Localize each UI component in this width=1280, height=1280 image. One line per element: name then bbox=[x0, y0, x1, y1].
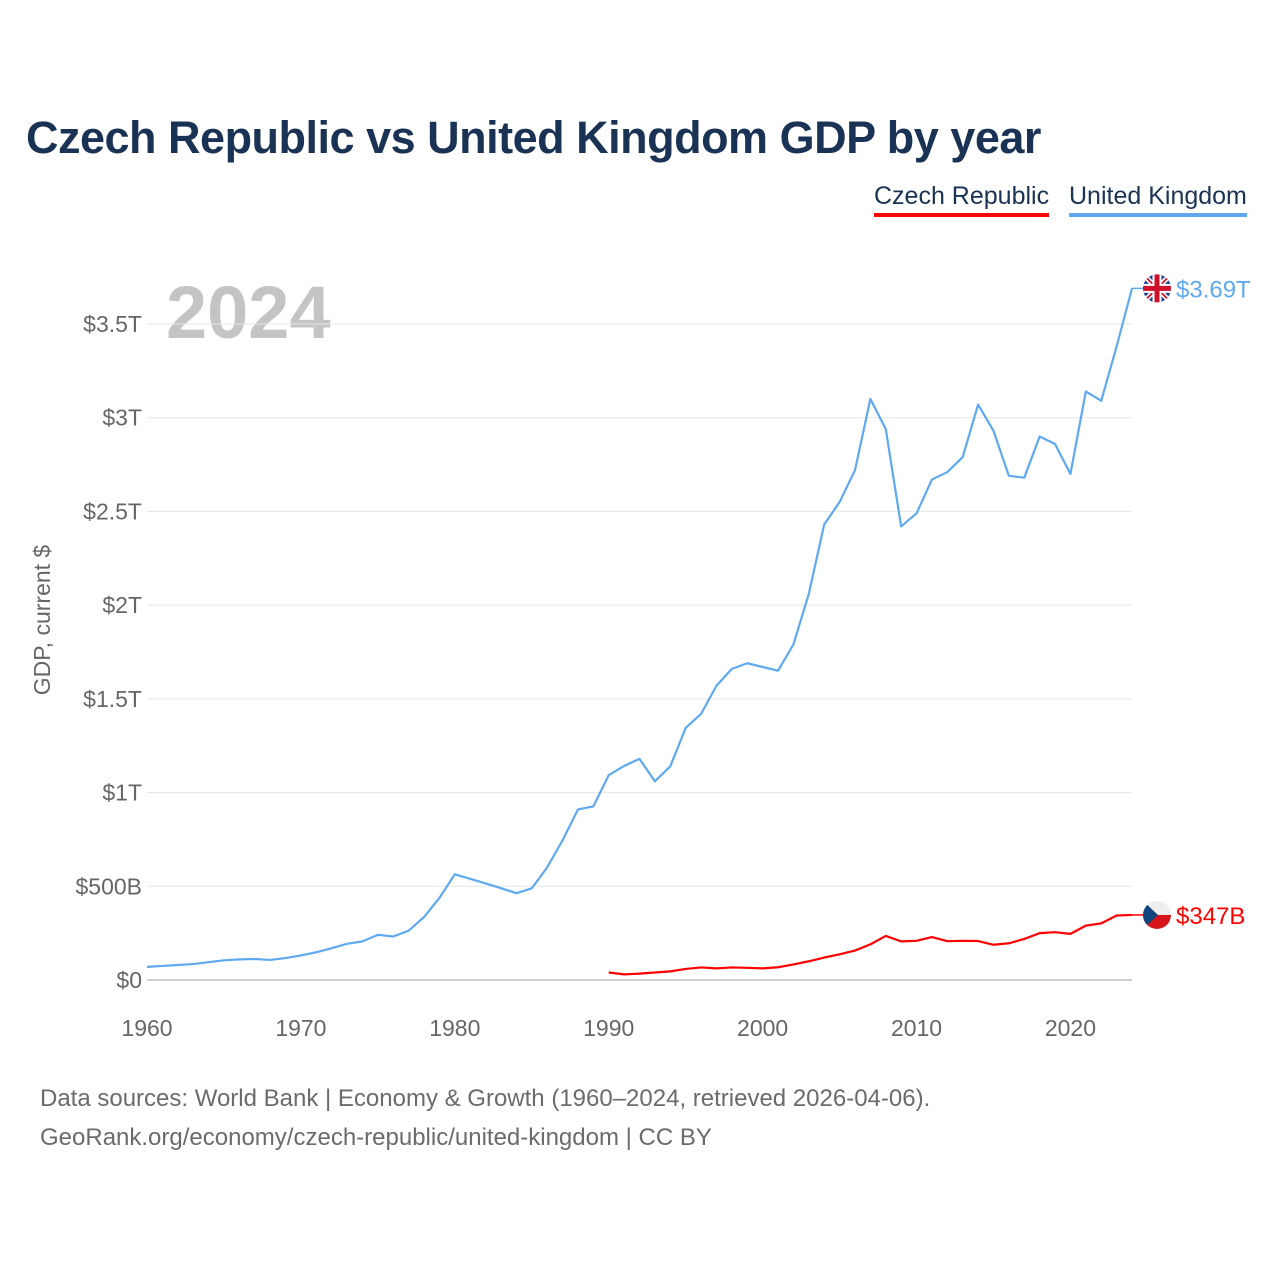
y-axis-label: GDP, current $ bbox=[29, 545, 55, 696]
x-tick-label: 1960 bbox=[121, 1015, 172, 1041]
uk-flag-icon bbox=[1143, 274, 1171, 303]
y-tick-label: $2.5T bbox=[83, 498, 142, 524]
end-value-label-united-kingdom: $3.69T bbox=[1176, 276, 1251, 303]
legend-czech-republic[interactable]: Czech Republic bbox=[874, 182, 1050, 217]
x-tick-label: 2000 bbox=[737, 1015, 788, 1041]
series-line-united-kingdom bbox=[146, 288, 1134, 968]
y-tick-label: $0 bbox=[116, 967, 142, 993]
chart-title: Czech Republic vs United Kingdom GDP by … bbox=[26, 112, 1041, 163]
x-tick-label: 1970 bbox=[275, 1015, 326, 1041]
attribution-note: GeoRank.org/economy/czech-republic/unite… bbox=[40, 1124, 712, 1151]
x-tick-label: 2020 bbox=[1045, 1015, 1096, 1041]
y-tick-label: $1T bbox=[102, 780, 142, 806]
y-tick-label: $3T bbox=[102, 405, 142, 431]
series-line-czech-republic bbox=[608, 913, 1133, 976]
year-watermark: 2024 bbox=[166, 271, 331, 354]
y-tick-label: $1.5T bbox=[83, 686, 142, 712]
y-tick-label: $500B bbox=[75, 873, 142, 899]
legend-united-kingdom[interactable]: United Kingdom bbox=[1069, 182, 1247, 217]
x-tick-label: 1990 bbox=[583, 1015, 634, 1041]
end-value-label-czech-republic: $347B bbox=[1176, 903, 1245, 930]
y-tick-label: $3.5T bbox=[83, 311, 142, 337]
czech-flag-icon bbox=[1143, 900, 1171, 929]
data-source-note: Data sources: World Bank | Economy & Gro… bbox=[40, 1085, 931, 1112]
x-tick-label: 2010 bbox=[891, 1015, 942, 1041]
y-tick-label: $2T bbox=[102, 592, 142, 618]
x-tick-label: 1980 bbox=[429, 1015, 480, 1041]
